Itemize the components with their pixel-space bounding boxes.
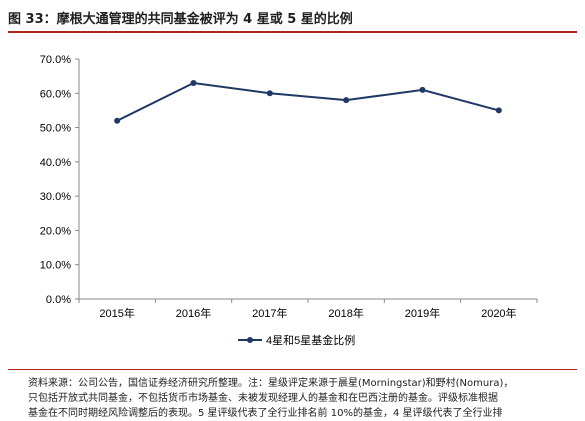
x-axis: 2015年 2016年 2017年 2018年 2019年 2020年 [78,298,538,320]
y-axis: 0.0% 10.0% 20.0% 30.0% 40.0% 50.0% 60.0% 70.0% [40,54,80,306]
title-divider [8,31,577,33]
series-layer [114,80,502,124]
legend: 4星和5星基金比例 [238,333,355,347]
source-line-1: 资料来源：公司公告，国信证券经济研究所整理。注：星级评定来源于晨星(Mornin… [28,378,514,389]
x-tick-label: 2018年 [328,306,363,320]
x-tick-label: 2020年 [481,306,516,320]
data-point [114,117,121,124]
data-point [419,86,426,93]
y-tick-label: 20.0% [40,225,71,237]
y-tick-label: 70.0% [40,54,71,66]
data-point [266,90,273,97]
y-tick-label: 0.0% [46,294,71,306]
legend-swatch-marker [247,337,253,343]
source-line-2: 只包括开放式共同基金，不包括货币市场基金、未被发现经理人的基金和在巴西注册的基金… [28,393,498,404]
series-line [116,81,500,122]
source-line-3: 基金在不同时期经风险调整后的表现。5 星评级代表了全行业排名前 10%的基金，4… [28,408,503,419]
x-tick-label: 2015年 [99,306,134,320]
y-tick-label: 60.0% [40,88,71,100]
data-point [343,97,350,104]
x-tick-label: 2016年 [176,306,211,320]
y-tick-label: 50.0% [40,123,71,135]
x-tick-label: 2017年 [252,306,287,320]
source-divider [8,369,577,370]
figure-title: 图 33：摩根大通管理的共同基金被评为 4 星或 5 星的比例 [8,12,353,27]
source-note: 资料来源：公司公告，国信证券经济研究所整理。注：星级评定来源于晨星(Mornin… [28,376,580,421]
data-point [190,80,197,86]
y-tick-label: 10.0% [40,260,71,272]
legend-label: 4星和5星基金比例 [266,333,355,347]
data-point [495,107,502,114]
line-chart: 0.0%10.0%20.0%30.0%40.0%50.0%60.0%70.0% … [40,54,538,347]
x-tick-label: 2019年 [405,306,440,320]
y-tick-label: 40.0% [40,157,71,169]
y-tick-label: 30.0% [40,191,71,203]
